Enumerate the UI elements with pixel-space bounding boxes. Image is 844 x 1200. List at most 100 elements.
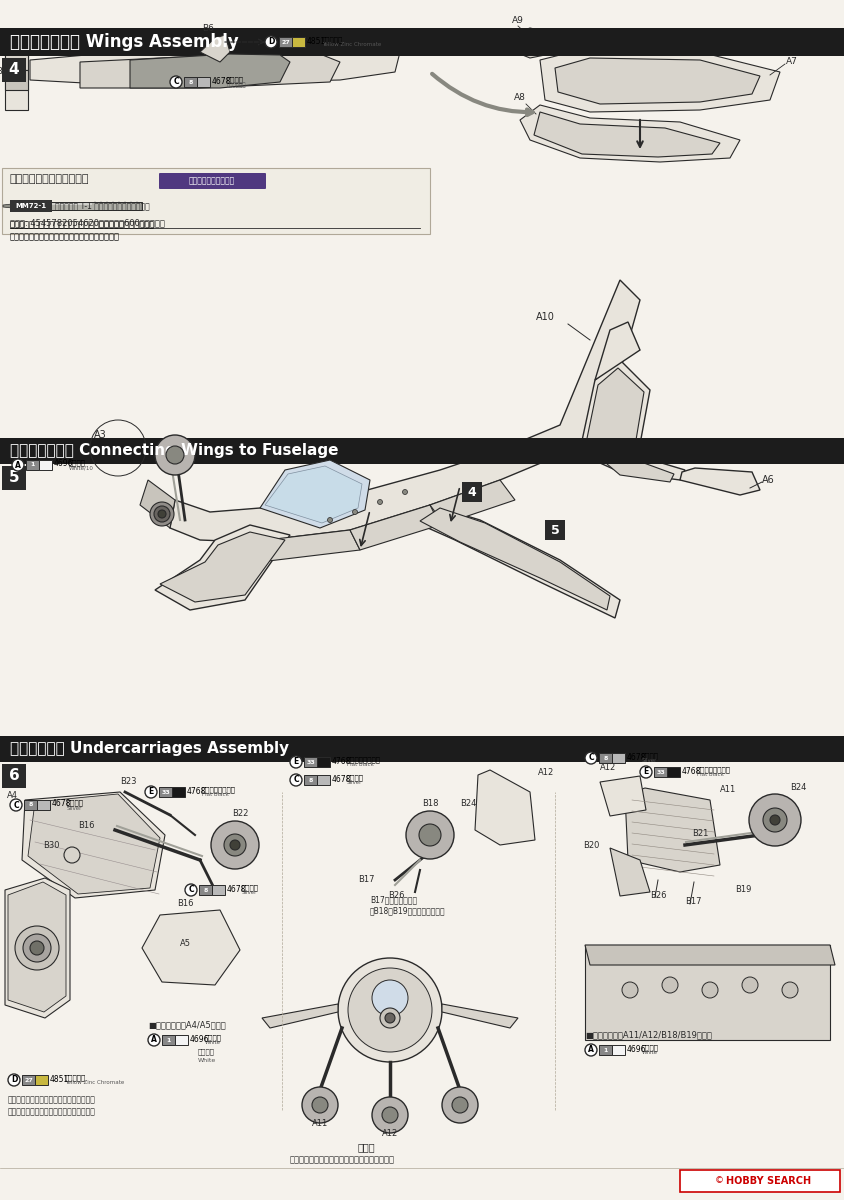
Text: ホワイト: ホワイト <box>642 1045 659 1051</box>
Polygon shape <box>595 322 640 380</box>
Circle shape <box>64 847 80 863</box>
Text: 4678: 4678 <box>332 774 351 784</box>
Text: つや消しブラック: つや消しブラック <box>697 767 731 773</box>
Text: 正面図: 正面図 <box>358 1142 376 1152</box>
Text: A6: A6 <box>762 475 775 485</box>
Bar <box>159 787 172 797</box>
Bar <box>2 764 26 788</box>
Text: 8: 8 <box>188 79 192 84</box>
Text: 4: 4 <box>468 486 476 498</box>
Polygon shape <box>262 1004 338 1028</box>
Text: B17: B17 <box>685 898 701 906</box>
Text: B16: B16 <box>176 899 193 908</box>
Polygon shape <box>350 505 440 550</box>
Bar <box>612 1045 625 1055</box>
Circle shape <box>338 958 442 1062</box>
Text: White: White <box>205 1040 221 1045</box>
Bar <box>2 466 26 490</box>
Text: 8: 8 <box>603 756 608 761</box>
Circle shape <box>211 821 259 869</box>
Text: Flat Black: Flat Black <box>347 762 374 768</box>
Polygon shape <box>625 788 720 872</box>
Text: ■主脚カバー（A11/A12/B18/B19）外側: ■主脚カバー（A11/A12/B18/B19）外側 <box>585 1031 711 1039</box>
Circle shape <box>419 824 441 846</box>
Text: シルバー: シルバー <box>347 775 364 781</box>
Circle shape <box>224 834 246 856</box>
Circle shape <box>8 1074 20 1086</box>
Text: A9: A9 <box>512 16 524 25</box>
Circle shape <box>640 766 652 778</box>
Text: 1: 1 <box>30 462 35 468</box>
Bar <box>175 1034 188 1045</box>
Text: Silver: Silver <box>642 758 657 763</box>
Circle shape <box>372 980 408 1016</box>
Polygon shape <box>600 445 674 482</box>
Polygon shape <box>80 54 340 88</box>
Circle shape <box>353 510 358 515</box>
Polygon shape <box>585 946 835 965</box>
Polygon shape <box>170 280 640 542</box>
Circle shape <box>770 815 780 826</box>
Text: Silver: Silver <box>67 805 83 810</box>
Text: つや消しブラック: つや消しブラック <box>347 757 381 763</box>
Bar <box>0 28 844 56</box>
FancyBboxPatch shape <box>159 173 266 188</box>
Polygon shape <box>5 878 70 1018</box>
Text: B26: B26 <box>388 890 405 900</box>
Text: シルバー: シルバー <box>642 752 659 760</box>
Text: B24: B24 <box>460 799 476 808</box>
Bar <box>2 58 26 82</box>
Text: Yellow Zinc Chromate: Yellow Zinc Chromate <box>322 42 381 48</box>
Text: B26: B26 <box>650 890 667 900</box>
Bar <box>279 37 292 47</box>
Polygon shape <box>510 28 560 58</box>
Circle shape <box>145 786 157 798</box>
Circle shape <box>12 458 24 470</box>
Circle shape <box>702 982 718 998</box>
Text: B24: B24 <box>790 782 806 792</box>
Circle shape <box>348 968 432 1052</box>
Bar <box>24 800 37 810</box>
Text: 33: 33 <box>306 760 315 764</box>
Text: 4851: 4851 <box>307 36 327 46</box>
Bar <box>667 767 680 778</box>
Polygon shape <box>585 368 644 458</box>
Bar <box>162 1034 175 1045</box>
Text: B16: B16 <box>78 821 95 829</box>
Text: 4768: 4768 <box>187 786 207 796</box>
Bar <box>612 754 625 763</box>
Bar <box>184 77 197 86</box>
Text: D: D <box>268 37 274 47</box>
Text: 4678: 4678 <box>52 799 72 809</box>
Text: A3: A3 <box>94 430 106 440</box>
Bar <box>317 757 330 767</box>
Bar <box>304 757 317 767</box>
Bar <box>172 787 185 797</box>
Polygon shape <box>475 770 535 845</box>
Text: 4696: 4696 <box>54 460 73 468</box>
Text: A: A <box>151 1036 157 1044</box>
Text: 4696: 4696 <box>627 1044 647 1054</box>
Text: ホワイト: ホワイト <box>69 460 86 467</box>
Bar <box>26 460 39 470</box>
Circle shape <box>377 499 382 504</box>
Circle shape <box>585 752 597 764</box>
Text: 機体内部色: 機体内部色 <box>322 37 344 43</box>
Text: B30: B30 <box>44 840 60 850</box>
Text: Flat Black: Flat Black <box>697 773 724 778</box>
Polygon shape <box>30 48 400 85</box>
Text: B6: B6 <box>202 24 214 32</box>
Circle shape <box>622 982 638 998</box>
Text: A: A <box>588 1045 594 1055</box>
Text: 前脚・主脚の取り付けの参考にしてください。: 前脚・主脚の取り付けの参考にしてください。 <box>290 1154 395 1164</box>
Text: （B18、B19）に接着します。: （B18、B19）に接着します。 <box>370 906 446 916</box>
Text: 4678: 4678 <box>627 752 647 762</box>
Text: A12: A12 <box>600 763 616 772</box>
Text: ©: © <box>715 1176 724 1186</box>
Bar <box>545 520 565 540</box>
Text: 27: 27 <box>24 1078 33 1082</box>
Circle shape <box>15 926 59 970</box>
Text: A11: A11 <box>312 1118 328 1128</box>
Polygon shape <box>430 480 515 524</box>
Polygon shape <box>200 35 230 62</box>
